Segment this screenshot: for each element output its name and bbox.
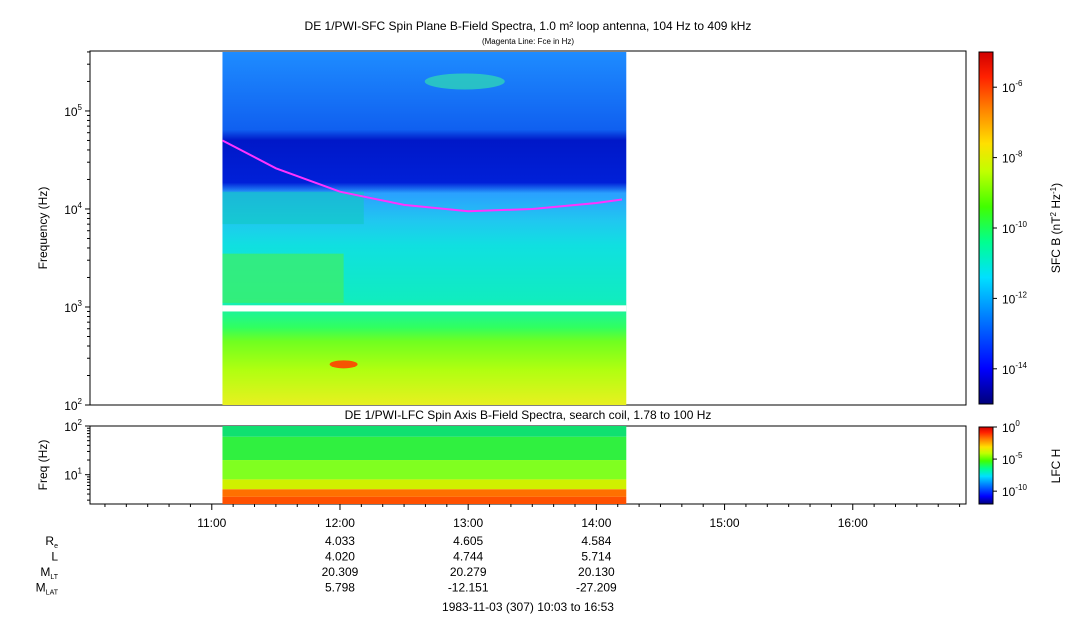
ephemeris-value: -12.151	[448, 581, 489, 595]
bottom-colorbar-tick-label: 100	[1002, 419, 1020, 435]
bottom-panel-title: DE 1/PWI-LFC Spin Axis B-Field Spectra, …	[345, 408, 712, 422]
bottom-spectrogram-band	[222, 460, 627, 480]
bottom-spectrogram-band	[222, 479, 627, 490]
bottom-y-axis-label: Freq (Hz)	[36, 440, 50, 491]
ephemeris-value: 4.584	[581, 534, 611, 548]
bottom-colorbar-bar	[978, 426, 994, 505]
top-colorbar-label: SFC B (nT2 Hz-1)	[1049, 183, 1063, 273]
bottom-spectrogram-band	[222, 426, 627, 437]
x-axis-ticks: 11:00 12:00 13:00 14:00 15:00 16:00	[104, 504, 961, 530]
top-colorbar-tick-label: 10-12	[1002, 290, 1027, 306]
bottom-y-tick-label: 102	[64, 418, 82, 434]
top-spectrogram-block	[222, 52, 627, 405]
top-colorbar-tick-label: 10-14	[1002, 361, 1027, 377]
bottom-colorbar-ticks: 100 10-5 10-10	[993, 419, 1027, 499]
top-colorbar: 10-6 10-8 10-10 10-12 10-14 SFC B (nT2 Hz-1)	[978, 51, 1063, 405]
bottom-colorbar-tick-label: 10-10	[1002, 483, 1027, 499]
top-y-ticks: 102 103 104 105	[64, 51, 90, 413]
ephemeris-row-label: Re	[45, 534, 58, 550]
ephemeris-value: 4.605	[453, 534, 483, 548]
top-data-gap	[222, 305, 627, 312]
bottom-y-ticks: 101 102	[64, 418, 90, 501]
top-y-axis-label: Frequency (Hz)	[36, 187, 50, 270]
top-y-tick-label: 103	[64, 299, 82, 315]
top-intense-spot	[329, 360, 358, 369]
x-tick-label: 12:00	[325, 516, 355, 530]
ephemeris-value: 20.130	[578, 565, 615, 579]
ephemeris-value: 4.744	[453, 550, 483, 564]
ephemeris-value: 5.714	[581, 550, 611, 564]
bottom-colorbar-label: LFC H	[1049, 449, 1063, 484]
bottom-panel: 101 102 11:00 12:00 13:00 14:00 15:00 16:00 Fr…	[36, 418, 967, 530]
ephemeris-row-label: MLAT	[36, 581, 59, 597]
ephemeris-value: 4.033	[325, 534, 355, 548]
footer-time-range: 1983-11-03 (307) 10:03 to 16:53	[442, 600, 614, 614]
bottom-spectrogram-data	[222, 426, 627, 504]
top-lowfreq-emission	[222, 253, 344, 303]
top-colorbar-bar	[978, 51, 994, 405]
ephemeris-value: 20.309	[322, 565, 359, 579]
x-tick-label: 14:00	[581, 516, 611, 530]
ephemeris-value: 4.020	[325, 550, 355, 564]
top-y-tick-label: 102	[64, 397, 82, 413]
ephemeris-value: -27.209	[576, 581, 617, 595]
x-tick-label: 16:00	[838, 516, 868, 530]
top-hf-emission	[424, 73, 505, 90]
bottom-colorbar-tick-label: 10-5	[1002, 451, 1023, 467]
ephemeris-row-label: MLT	[40, 565, 58, 581]
top-colorbar-tick-label: 10-8	[1002, 150, 1023, 166]
top-panel-title: DE 1/PWI-SFC Spin Plane B-Field Spectra,…	[305, 19, 752, 33]
top-panel-subtitle: (Magenta Line: Fce in Hz)	[482, 37, 574, 46]
ephemeris-table: Re 4.033 4.605 4.584 L 4.020 4.744 5.714 MLT 20.3…	[36, 534, 617, 597]
ephemeris-value: 20.279	[450, 565, 487, 579]
bottom-y-tick-label: 101	[64, 467, 82, 483]
top-colorbar-tick-label: 10-6	[1002, 79, 1023, 95]
top-chorus-emission	[222, 191, 364, 225]
top-panel: 102 103 104 105 Frequency (Hz)	[36, 50, 967, 413]
x-tick-label: 15:00	[710, 516, 740, 530]
x-tick-label: 11:00	[197, 516, 226, 530]
ephemeris-value: 5.798	[325, 581, 355, 595]
top-colorbar-ticks: 10-6 10-8 10-10 10-12 10-14	[993, 79, 1027, 377]
x-tick-label: 13:00	[453, 516, 483, 530]
top-colorbar-tick-label: 10-10	[1002, 220, 1027, 236]
bottom-spectrogram-band	[222, 496, 627, 504]
top-y-tick-label: 105	[64, 103, 82, 119]
fce-line	[222, 139, 623, 213]
top-y-tick-label: 104	[64, 201, 82, 217]
bottom-spectrogram-band	[222, 489, 627, 497]
bottom-colorbar: 100 10-5 10-10 LFC H	[978, 419, 1063, 505]
ephemeris-row-label: L	[51, 550, 58, 564]
bottom-spectrogram-band	[222, 436, 627, 461]
top-spectrogram-data	[222, 52, 627, 405]
